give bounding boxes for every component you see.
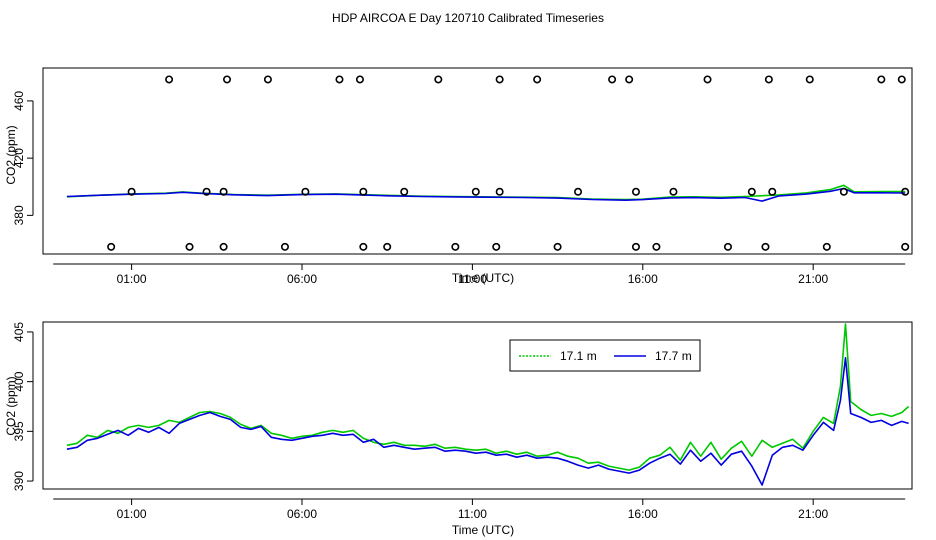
marker-circle [185,242,194,251]
x-tick-label: 11:00 [458,272,487,286]
marker-circle [839,187,848,196]
x-tick-label: 16:00 [628,272,658,286]
series-line-blue [66,187,906,202]
marker-circle [747,187,756,196]
marker-circle [335,75,344,84]
marker-circle [761,242,770,251]
top-markers [107,75,910,251]
marker-circle [359,242,368,251]
marker-circle [901,242,910,251]
marker-circle [127,187,136,196]
bottom-x-axis: 01:00 06:00 11:00 16:00 21:00 [53,498,906,521]
marker-circle [768,187,777,196]
marker-circle [631,187,640,196]
x-tick-label: 16:00 [628,507,658,521]
marker-circle [400,187,409,196]
marker-circle [877,75,886,84]
marker-circle [165,75,174,84]
marker-circle [263,75,272,84]
marker-circle [202,187,211,196]
marker-circle [359,187,368,196]
x-tick-label: 21:00 [798,507,828,521]
bottom-panel: Time (UTC) CO2 (ppm) 01:00 06:00 11:00 16:0… [4,321,913,537]
marker-circle [652,242,661,251]
legend: 17.1 m 17.7 m [509,339,701,372]
marker-circle [723,242,732,251]
marker-circle [434,75,443,84]
series-line-green [66,323,910,471]
marker-circle [495,75,504,84]
marker-circle [383,242,392,251]
marker-circle [574,187,583,196]
marker-circle [669,187,678,196]
bottom-y-axis: 390 395 400 405 [12,322,34,491]
x-tick-label: 06:00 [287,272,317,286]
x-tick-label: 11:00 [458,507,487,521]
bottom-ylabel: CO2 (ppm) [4,376,18,435]
marker-circle [471,187,480,196]
bottom-plot-frame [42,321,913,490]
y-tick-label: 390 [12,471,26,491]
marker-circle [301,187,310,196]
marker-circle [703,75,712,84]
chart-title: HDP AIRCOA E Day 120710 Calibrated Times… [332,11,604,25]
marker-circle [107,242,116,251]
marker-circle [495,187,504,196]
marker-circle [219,242,228,251]
y-tick-label: 405 [12,322,26,342]
legend-label-blue: 17.7 m [655,349,692,363]
top-xlabel: Time (UTC) [452,271,514,285]
bottom-xlabel: Time (UTC) [452,523,514,537]
marker-circle [897,75,906,84]
marker-circle [355,75,364,84]
y-tick-label: 395 [12,421,26,441]
marker-circle [631,242,640,251]
x-tick-label: 21:00 [798,272,828,286]
y-tick-label: 420 [12,148,26,168]
bottom-series-lines [66,323,910,486]
x-tick-label: 06:00 [287,507,317,521]
x-tick-label: 01:00 [117,272,147,286]
marker-circle [280,242,289,251]
top-plot-frame [42,67,913,255]
y-tick-label: 400 [12,371,26,391]
marker-circle [901,187,910,196]
marker-circle [451,242,460,251]
y-tick-label: 460 [12,91,26,111]
marker-circle [805,75,814,84]
marker-circle [553,242,562,251]
marker-circle [219,187,228,196]
legend-label-green: 17.1 m [560,349,597,363]
y-tick-label: 380 [12,205,26,225]
top-x-axis: 01:00 06:00 11:00 16:00 21:00 [53,263,906,286]
marker-circle [223,75,232,84]
marker-circle [608,75,617,84]
top-panel: Time (UTC) CO2 (ppm) 01:00 06:00 11:00 16:0… [4,67,913,286]
top-ylabel: CO2 (ppm) [4,125,18,184]
marker-circle [492,242,501,251]
marker-circle [764,75,773,84]
top-y-axis: 380 420 460 [12,91,34,225]
series-line-blue [66,356,909,486]
marker-circle [533,75,542,84]
marker-circle [625,75,634,84]
legend-box [509,339,701,372]
top-series-lines [66,184,906,202]
marker-circle [822,242,831,251]
x-tick-label: 01:00 [117,507,147,521]
